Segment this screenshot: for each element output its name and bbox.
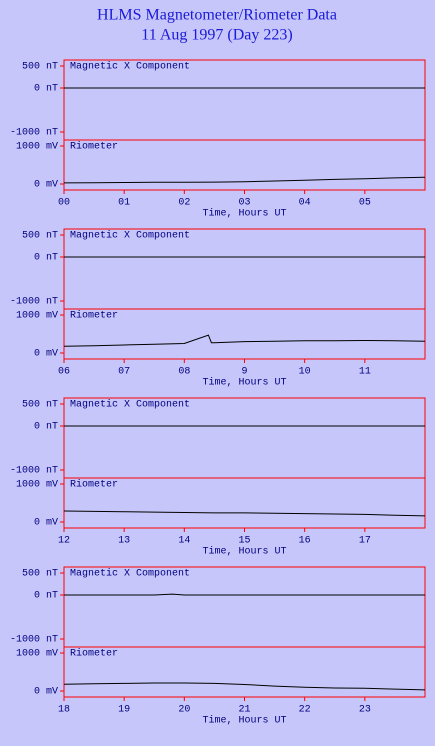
x-tick-label: 16 xyxy=(299,536,311,547)
x-axis-label: Time, Hours UT xyxy=(202,208,286,220)
panel-title: Magnetic X Component xyxy=(70,230,190,242)
panel-title: Riometer xyxy=(70,648,118,660)
x-axis-label: Time, Hours UT xyxy=(202,546,286,558)
y-tick-label: 1000 mV xyxy=(16,142,58,153)
panel-title: Riometer xyxy=(70,141,118,153)
x-tick-label: 00 xyxy=(58,198,70,209)
x-tick-label: 13 xyxy=(118,536,130,547)
x-tick-label: 15 xyxy=(238,536,250,547)
x-tick-label: 18 xyxy=(58,705,70,716)
y-tick-label: 500 nT xyxy=(22,231,58,242)
data-line xyxy=(63,682,426,691)
data-line xyxy=(63,176,426,184)
y-tick-label: 500 nT xyxy=(22,62,58,73)
panel-title: Riometer xyxy=(70,479,118,491)
y-tick-label: -1000 nT xyxy=(10,635,58,646)
panel-title: Magnetic X Component xyxy=(70,61,190,73)
x-tick-label: 08 xyxy=(178,367,190,378)
y-tick-label: 0 mV xyxy=(34,518,58,529)
x-tick-label: 04 xyxy=(299,198,311,209)
data-line xyxy=(63,334,426,347)
x-tick-label: 19 xyxy=(118,705,130,716)
panel-title: Magnetic X Component xyxy=(70,399,190,411)
x-tick-label: 07 xyxy=(118,367,130,378)
x-tick-label: 21 xyxy=(238,705,250,716)
data-line xyxy=(64,593,425,596)
x-tick-label: 23 xyxy=(359,705,371,716)
panel-title: Riometer xyxy=(70,310,118,322)
x-tick-label: 01 xyxy=(118,198,130,209)
x-tick-label: 06 xyxy=(58,367,70,378)
y-tick-label: -1000 nT xyxy=(10,466,58,477)
data-line xyxy=(63,510,426,517)
y-tick-label: 500 nT xyxy=(22,569,58,580)
x-tick-label: 02 xyxy=(178,198,190,209)
x-tick-label: 05 xyxy=(359,198,371,209)
y-tick-label: 1000 mV xyxy=(16,480,58,491)
chart-subtitle: 11 Aug 1997 (Day 223) xyxy=(141,27,292,44)
y-tick-label: 1000 mV xyxy=(16,311,58,322)
y-tick-label: 1000 mV xyxy=(16,649,58,660)
x-tick-label: 22 xyxy=(299,705,311,716)
x-tick-label: 9 xyxy=(241,367,247,378)
y-tick-label: 0 nT xyxy=(34,84,58,95)
x-tick-label: 03 xyxy=(238,198,250,209)
y-tick-label: -1000 nT xyxy=(10,128,58,139)
y-tick-label: 0 mV xyxy=(34,180,58,191)
y-tick-label: 0 mV xyxy=(34,687,58,698)
y-tick-label: 0 nT xyxy=(34,422,58,433)
x-tick-label: 20 xyxy=(178,705,190,716)
y-tick-label: -1000 nT xyxy=(10,297,58,308)
x-tick-label: 11 xyxy=(359,367,371,378)
chart-title: HLMS Magnetometer/Riometer Data xyxy=(97,7,337,24)
y-tick-label: 0 nT xyxy=(34,591,58,602)
x-tick-label: 10 xyxy=(299,367,311,378)
y-tick-label: 0 mV xyxy=(34,349,58,360)
x-axis-label: Time, Hours UT xyxy=(202,715,286,727)
x-axis-label: Time, Hours UT xyxy=(202,377,286,389)
y-tick-label: 500 nT xyxy=(22,400,58,411)
panel-title: Magnetic X Component xyxy=(70,568,190,580)
y-tick-label: 0 nT xyxy=(34,253,58,264)
x-tick-label: 12 xyxy=(58,536,70,547)
x-tick-label: 17 xyxy=(359,536,371,547)
x-tick-label: 14 xyxy=(178,536,190,547)
